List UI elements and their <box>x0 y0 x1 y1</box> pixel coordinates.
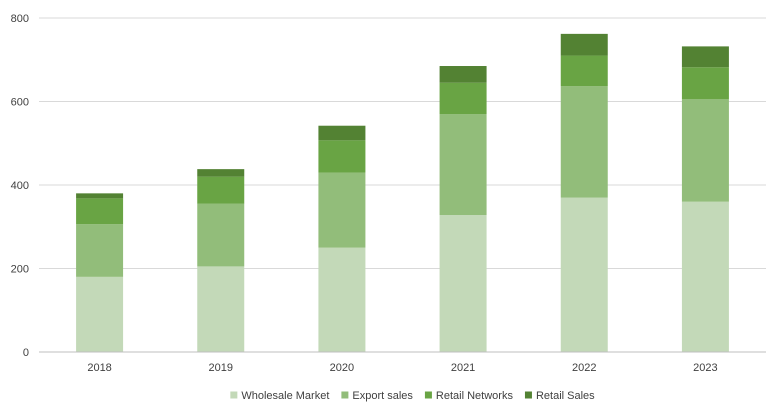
legend-swatch <box>341 391 349 399</box>
y-tick-label-800: 800 <box>11 13 29 25</box>
bar-2019-export-sales <box>197 203 245 267</box>
bar-2023-retail-networks <box>681 67 729 99</box>
y-tick-label-600: 600 <box>11 97 29 109</box>
y-tick-label-0: 0 <box>23 347 29 359</box>
x-tick-label-2018: 2018 <box>87 362 111 374</box>
legend-item-retail-sales: Retail Sales <box>524 390 595 402</box>
bar-stack-2022 <box>560 33 608 352</box>
bar-2020-wholesale-market <box>318 247 366 352</box>
bar-2018-wholesale-market <box>76 276 124 352</box>
bar-stack-2023 <box>681 46 729 352</box>
x-tick-label-2021: 2021 <box>451 362 475 374</box>
legend-swatch <box>230 391 238 399</box>
bar-2018-export-sales <box>76 224 124 277</box>
bar-2019-retail-networks <box>197 176 245 204</box>
x-axis: 2018 2019 2020 2021 2022 2023 <box>39 351 766 374</box>
bar-2020-export-sales <box>318 172 366 248</box>
bar-stack-2019 <box>197 169 245 352</box>
bar-stack-2021 <box>439 66 487 352</box>
bar-2021-retail-sales <box>439 66 487 83</box>
legend-label: Retail Sales <box>536 390 595 402</box>
x-tick-label-2019: 2019 <box>209 362 233 374</box>
bar-2021-wholesale-market <box>439 215 487 352</box>
bar-2023-retail-sales <box>681 46 729 68</box>
bar-stack-2018 <box>76 193 124 352</box>
grid-layer <box>39 17 766 269</box>
bar-2019-retail-sales <box>197 169 245 177</box>
bar-2018-retail-sales <box>76 193 124 199</box>
bar-2020-retail-networks <box>318 140 366 173</box>
bar-2022-export-sales <box>560 86 608 198</box>
bar-2018-retail-networks <box>76 198 124 225</box>
x-tick-label-2023: 2023 <box>693 362 717 374</box>
legend-item-export-sales: Export sales <box>341 390 413 402</box>
bar-2021-export-sales <box>439 114 487 216</box>
bar-2021-retail-networks <box>439 82 487 115</box>
bar-2020-retail-sales <box>318 125 366 141</box>
legend: Wholesale Market Export sales Retail Netwo… <box>230 390 595 402</box>
x-tick-label-2020: 2020 <box>330 362 354 374</box>
legend-label: Export sales <box>352 390 413 402</box>
bar-2022-retail-networks <box>560 55 608 87</box>
x-tick-label-2022: 2022 <box>572 362 596 374</box>
y-tick-label-200: 200 <box>11 264 29 276</box>
y-axis: 0 200 400 600 800 <box>11 13 29 359</box>
bars-layer <box>76 33 729 352</box>
bar-2022-retail-sales <box>560 33 608 56</box>
legend-swatch <box>524 391 532 399</box>
y-tick-label-400: 400 <box>11 180 29 192</box>
bar-2023-export-sales <box>681 98 729 202</box>
legend-label: Retail Networks <box>436 390 514 402</box>
bar-2022-wholesale-market <box>560 197 608 352</box>
bar-2019-wholesale-market <box>197 266 245 352</box>
legend-label: Wholesale Market <box>241 390 329 402</box>
legend-swatch <box>424 391 432 399</box>
bar-stack-2020 <box>318 125 366 352</box>
legend-item-wholesale-market: Wholesale Market <box>230 390 329 402</box>
legend-item-retail-networks: Retail Networks <box>424 390 514 402</box>
bar-2023-wholesale-market <box>681 201 729 352</box>
